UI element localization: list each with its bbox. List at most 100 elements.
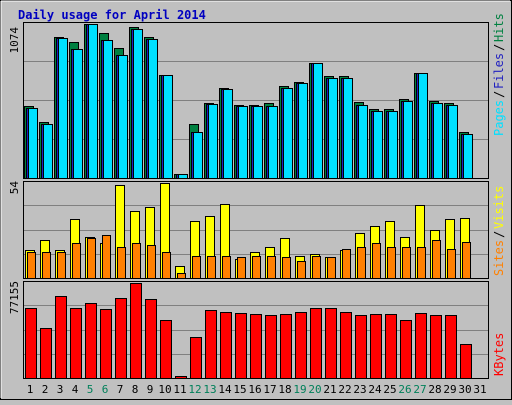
x-tick-label: 18	[278, 383, 291, 396]
bar-kbytes	[430, 315, 442, 379]
bar-sites	[102, 235, 111, 279]
bar-pages	[58, 38, 68, 179]
bar-kbytes	[385, 314, 397, 379]
bar-sites	[417, 247, 426, 279]
bar-pages	[148, 39, 158, 179]
bar-sites	[237, 257, 246, 279]
bar-pages	[388, 111, 398, 179]
bar-pages	[193, 132, 203, 179]
bar-sites	[462, 242, 471, 279]
legend-label-visits: Visits	[492, 186, 506, 229]
x-tick-label: 31	[473, 383, 486, 396]
chart-bars	[24, 24, 473, 379]
bar-kbytes	[40, 328, 52, 379]
x-tick-label: 3	[57, 383, 64, 396]
kbytes-axis-max-label: 77155	[8, 281, 21, 314]
bar-sites	[177, 273, 186, 279]
bar-pages	[358, 105, 368, 179]
bar-kbytes	[295, 312, 307, 379]
legend-separator: /	[492, 44, 506, 51]
bar-kbytes	[55, 296, 67, 379]
bar-kbytes	[70, 308, 82, 379]
bar-kbytes	[280, 314, 292, 379]
bar-pages	[43, 124, 53, 179]
bar-pages	[283, 88, 293, 179]
bar-pages	[328, 78, 338, 179]
bar-pages	[313, 63, 323, 179]
legend-separator: /	[492, 231, 506, 238]
bar-sites	[132, 243, 141, 279]
bar-kbytes	[100, 309, 112, 379]
legend-separator: /	[492, 91, 506, 98]
x-axis-day-labels: 1 2 3 4 5 6 7 8 9 10 11 12 13 14 15 16 17 18 19 20 21 22 23 24 2…	[27, 383, 487, 396]
bar-pages	[223, 89, 233, 179]
bar-kbytes	[445, 315, 457, 379]
x-tick-label: 27	[413, 383, 426, 396]
legend-label-hits: Hits	[492, 13, 506, 42]
x-tick-label: 1	[27, 383, 34, 396]
bar-kbytes	[460, 344, 472, 379]
bar-kbytes	[250, 314, 262, 379]
x-tick-label: 16	[248, 383, 261, 396]
bar-sites	[147, 245, 156, 279]
bar-pages	[28, 108, 38, 179]
x-tick-label: 28	[428, 383, 441, 396]
bar-pages	[238, 106, 248, 179]
bar-sites	[327, 257, 336, 279]
x-tick-label: 25	[383, 383, 396, 396]
bar-kbytes	[265, 315, 277, 379]
bar-sites	[447, 249, 456, 279]
x-tick-label: 4	[72, 383, 79, 396]
bar-sites	[297, 261, 306, 279]
bar-kbytes	[190, 337, 202, 379]
bar-pages	[103, 40, 113, 179]
x-tick-label: 10	[158, 383, 171, 396]
x-tick-label: 15	[233, 383, 246, 396]
x-tick-label: 14	[218, 383, 232, 396]
chart-title: Daily usage for April 2014	[18, 8, 206, 22]
x-tick-label: 6	[102, 383, 109, 396]
bar-sites	[252, 256, 261, 279]
x-tick-label: 7	[117, 383, 124, 396]
bar-pages	[118, 55, 128, 179]
bar-sites	[282, 257, 291, 279]
x-tick-label: 11	[173, 383, 186, 396]
bar-pages	[163, 75, 173, 179]
bar-sites	[207, 256, 216, 279]
bar-kbytes	[175, 376, 187, 379]
bar-sites	[192, 256, 201, 279]
bar-kbytes	[145, 299, 157, 379]
bar-kbytes	[310, 308, 322, 379]
bar-kbytes	[115, 298, 127, 379]
visits-axis-max-label: 54	[8, 181, 21, 195]
bar-pages	[268, 106, 278, 179]
x-tick-label: 29	[443, 383, 456, 396]
bar-pages	[463, 134, 473, 179]
legend-label-pages: Pages	[492, 100, 506, 136]
x-tick-label: 23	[353, 383, 366, 396]
hits-axis-max-label: 1074	[8, 27, 21, 54]
bar-pages	[403, 101, 413, 179]
x-tick-label: 9	[147, 383, 154, 396]
bar-pages	[133, 29, 143, 179]
bar-kbytes	[235, 313, 247, 379]
x-tick-label: 26	[398, 383, 411, 396]
x-tick-label: 8	[132, 383, 139, 396]
bar-sites	[402, 247, 411, 279]
x-tick-label: 24	[368, 383, 382, 396]
x-tick-label: 22	[338, 383, 351, 396]
bar-pages	[373, 111, 383, 179]
bar-kbytes	[355, 315, 367, 379]
bar-kbytes	[415, 313, 427, 379]
chart-legend: Pages / Files / Hits Sites / Visits KBytes	[492, 13, 506, 376]
bar-sites	[342, 249, 351, 279]
bar-kbytes	[220, 312, 232, 379]
bar-kbytes	[85, 303, 97, 379]
bar-sites	[27, 252, 36, 279]
bar-kbytes	[400, 320, 412, 379]
bar-kbytes	[205, 310, 217, 379]
bar-kbytes	[370, 314, 382, 379]
bar-sites	[372, 243, 381, 279]
bar-sites	[267, 256, 276, 279]
